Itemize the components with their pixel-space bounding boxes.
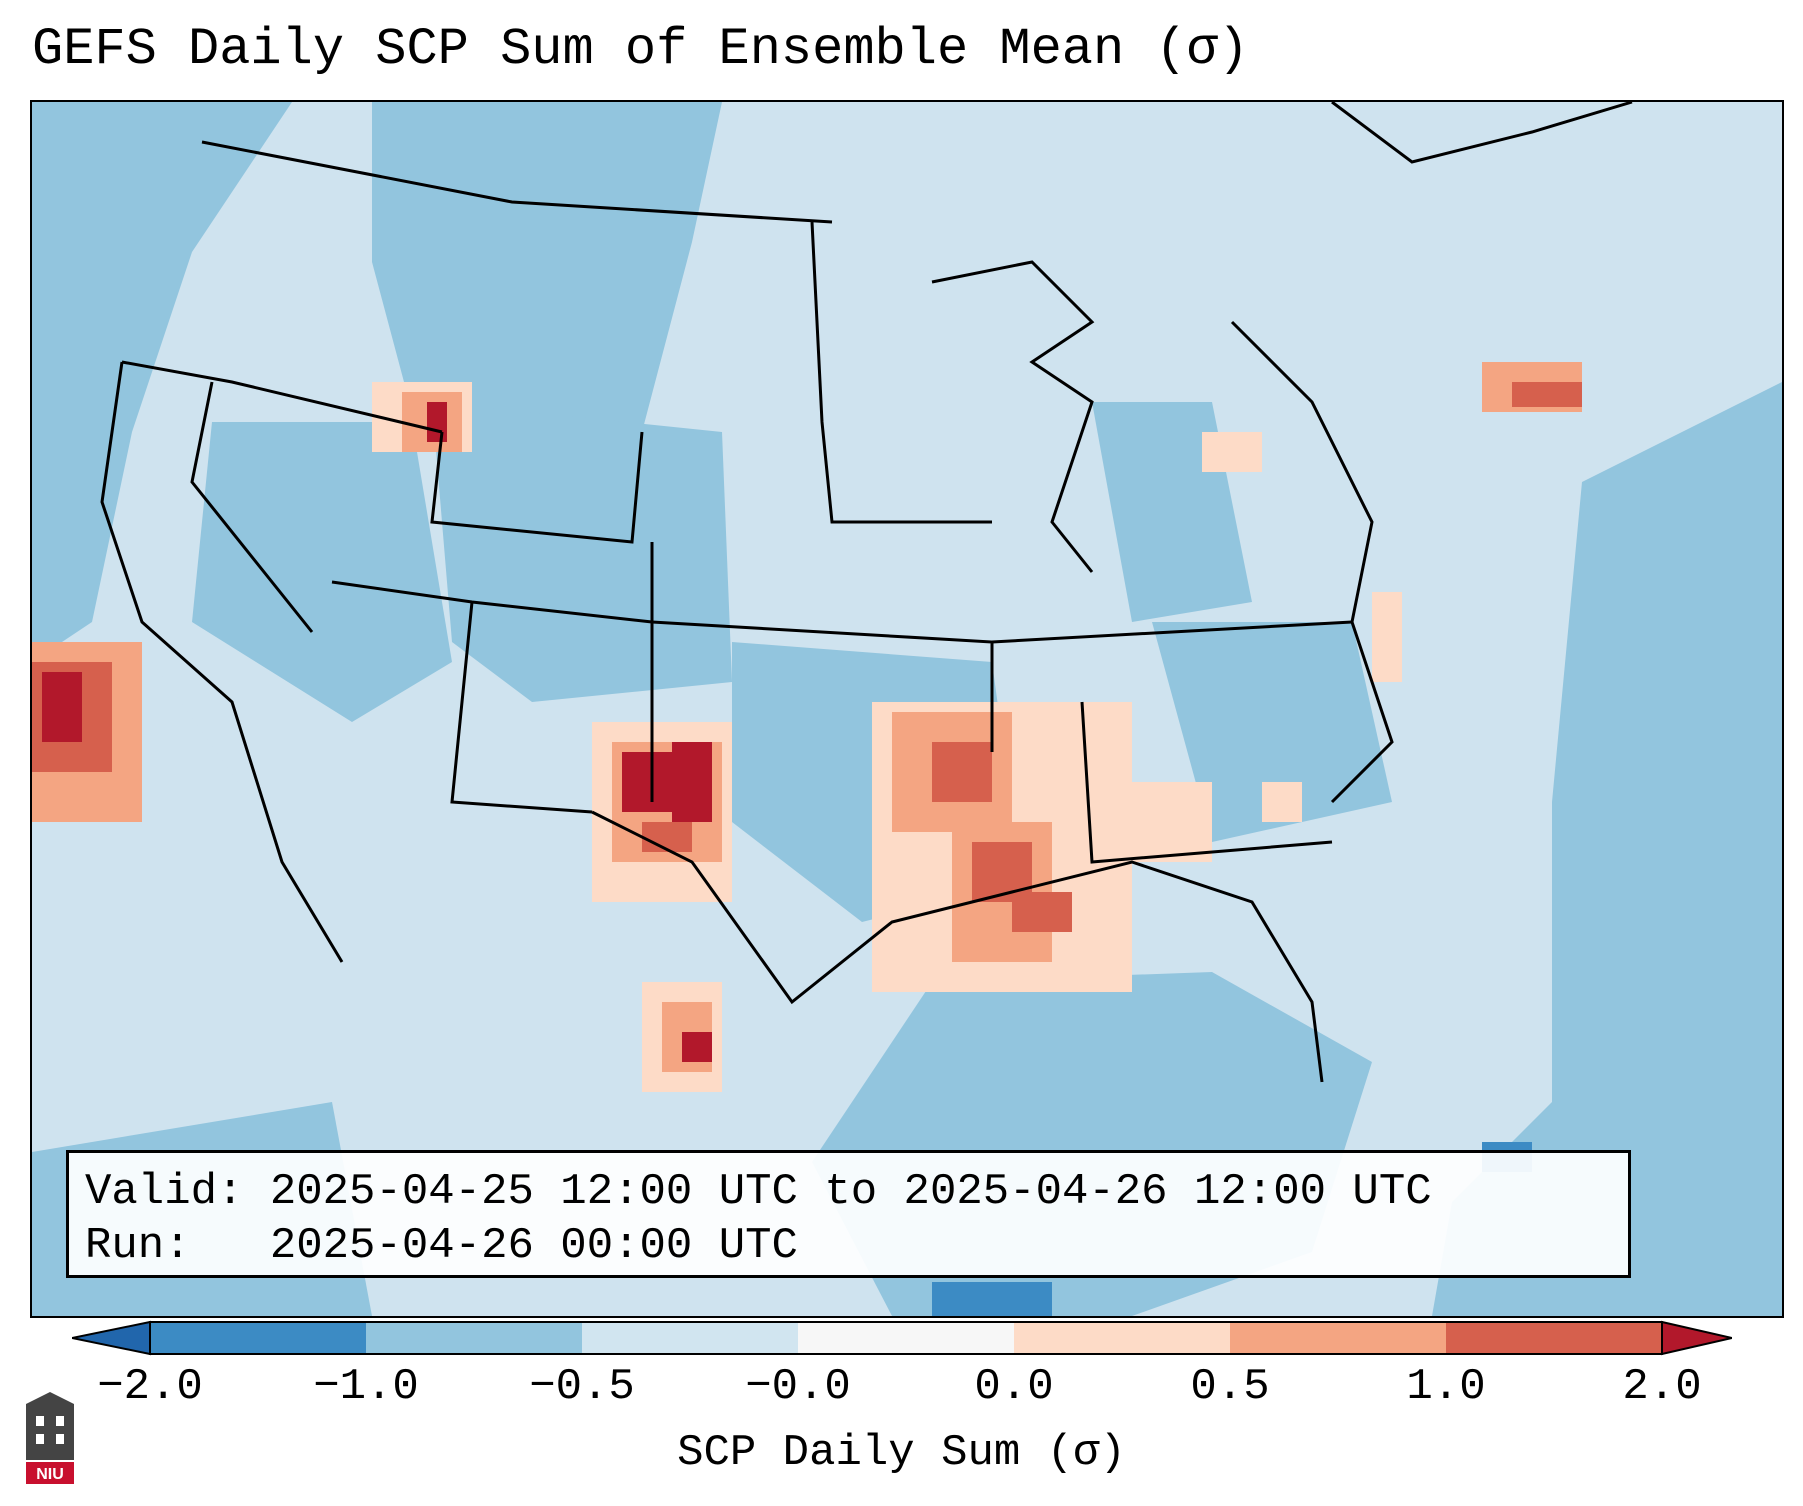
colorbar-bin-5: [1014, 1322, 1230, 1354]
colorbar-tick-label: −0.0: [745, 1362, 851, 1412]
colorbar-tick-label: 0.5: [1190, 1362, 1270, 1412]
colorbar-tick-label: −1.0: [313, 1362, 419, 1412]
mexico-anomaly: [642, 982, 722, 1092]
wyoming-border: [430, 431, 644, 544]
great-basin-blue-region: [192, 422, 452, 722]
niu-logo: NIU: [26, 1392, 74, 1484]
canada-border: [201, 140, 833, 224]
atlantic-anomaly: [1372, 592, 1402, 682]
pacific-coastline: [100, 361, 344, 963]
colorbar: [72, 1320, 1732, 1356]
map-panel: [30, 100, 1784, 1318]
colorbar-bin-1: [150, 1322, 366, 1354]
pacific-north-region: [32, 102, 292, 662]
colorbar-extend-high: [1661, 1320, 1732, 1356]
arizona-newmexico-border: [450, 601, 593, 814]
run-value: 2025-04-26 00:00 UTC: [269, 1221, 798, 1271]
northeast-coastline: [1331, 102, 1633, 164]
logo-text: NIU: [36, 1466, 64, 1483]
run-label: Run:: [85, 1221, 191, 1271]
valid-value: 2025-04-25 12:00 UTC to 2025-04-26 12:00…: [269, 1167, 1432, 1217]
wyoming-idaho-anomaly: [372, 382, 472, 452]
great-lakes-outline: [931, 260, 1095, 573]
pacific-offshore-anomaly: [32, 642, 142, 822]
lake-erie-anomaly: [1202, 432, 1262, 472]
map-title: GEFS Daily SCP Sum of Ensemble Mean (σ): [32, 20, 1249, 79]
dakotas-border: [810, 221, 992, 524]
colorbar-tick-label: 0.0: [974, 1362, 1054, 1412]
validity-info-box: Valid: 2025-04-25 12:00 UTC to 2025-04-2…: [66, 1150, 1631, 1278]
boundary-lines: [100, 102, 1633, 1083]
colorbar-bin-2: [366, 1322, 582, 1354]
gulf-states-border: [1080, 701, 1333, 864]
colorbar-tick-label: 1.0: [1406, 1362, 1486, 1412]
oregon-idaho-border: [121, 360, 443, 434]
atlantic-region: [1432, 382, 1782, 1316]
nevada-border: [190, 381, 314, 633]
valid-label: Valid:: [85, 1167, 244, 1217]
colorbar-tick-label: −2.0: [97, 1362, 203, 1412]
colorbar-bin-7: [1446, 1322, 1662, 1354]
tennessee-border: [991, 620, 1353, 644]
colorbar-extend-low: [72, 1320, 151, 1356]
maine-anomaly: [1482, 362, 1582, 412]
map-canvas: [32, 102, 1782, 1316]
arkansas-louisiana-anomaly: [872, 702, 1132, 992]
colorbar-outline: [149, 1321, 1663, 1355]
new-mexico-texas-anomaly: [592, 722, 732, 902]
colorbar-tick-label: −0.5: [529, 1362, 635, 1412]
rockies-blue-region: [432, 402, 732, 702]
gulf-coastline: [591, 810, 1324, 1083]
colorbar-bin-4: [798, 1322, 1014, 1354]
georgia-anomaly: [1132, 782, 1302, 862]
colorbar-label: SCP Daily Sum (σ): [677, 1428, 1126, 1478]
colorbar-bin-3: [582, 1322, 798, 1354]
northwest-blue-region: [372, 102, 722, 432]
gulf-negative-anomaly: [932, 1282, 1052, 1316]
colorbar-tick-label: 2.0: [1622, 1362, 1702, 1412]
colorbar-bin-6: [1230, 1322, 1446, 1354]
atlantic-coastline: [1230, 320, 1394, 804]
